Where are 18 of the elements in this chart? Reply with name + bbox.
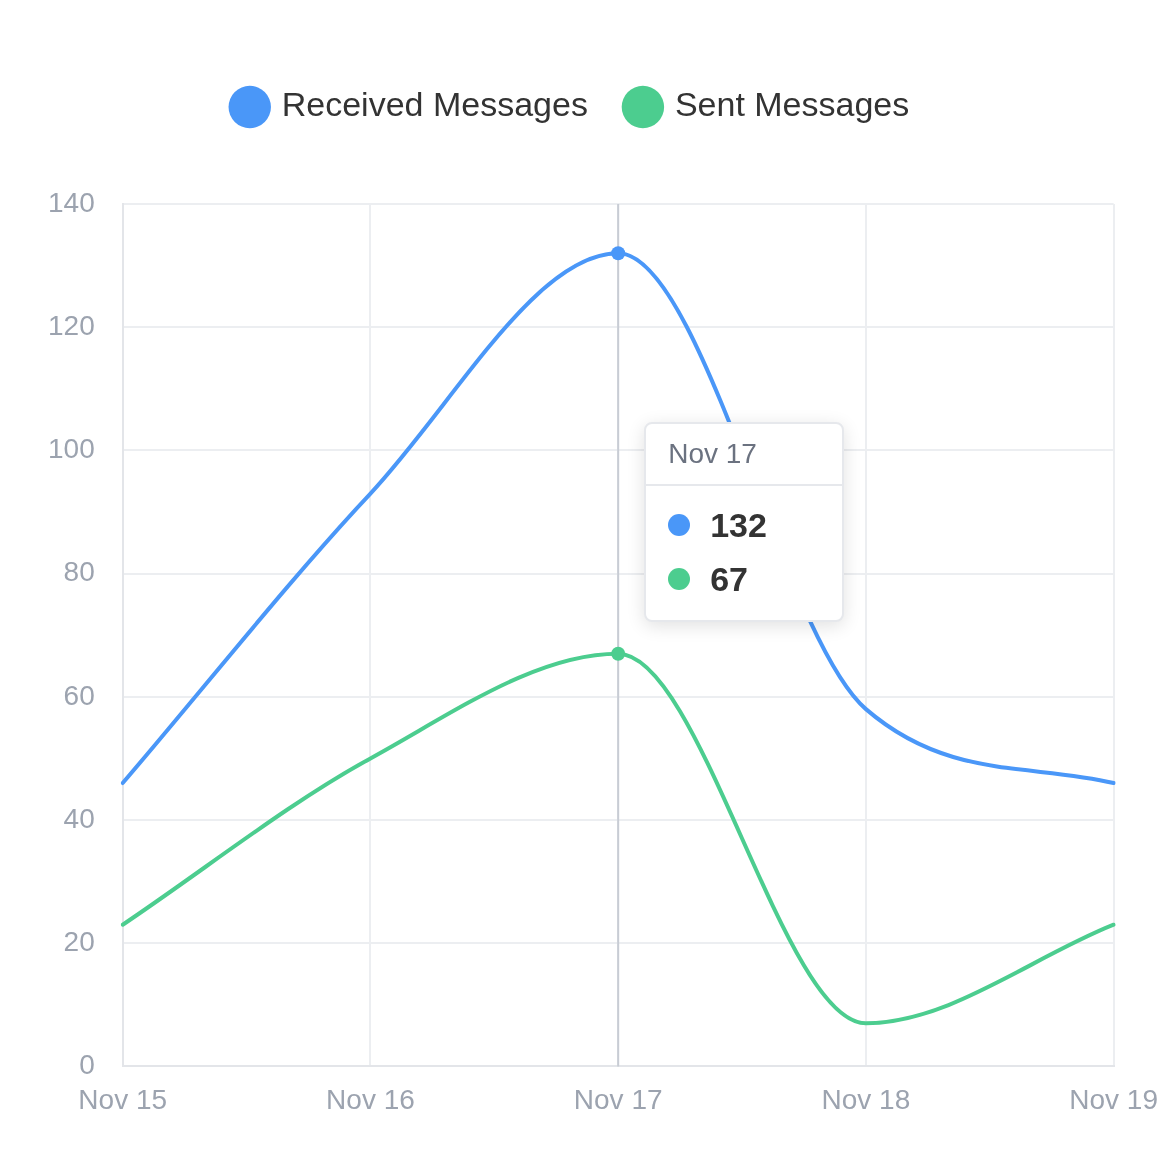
y-tick-label: 120 [48,309,95,341]
y-tick-label: 20 [63,925,95,957]
x-tick-label: Nov 18 [821,1083,911,1115]
x-tick-label: Nov 19 [1069,1083,1158,1115]
x-tick-label: Nov 17 [573,1083,663,1115]
y-tick-label: 40 [63,802,95,834]
x-tick-label: Nov 15 [78,1083,168,1115]
y-tick-label: 0 [79,1049,95,1081]
annotation: 67 [710,559,748,599]
tooltip-box: Nov 17 132 67 [644,422,845,622]
annotation: 132 [710,505,767,545]
legend-label: Received Messages [281,85,588,124]
y-tick-label: 80 [63,556,95,588]
y-tick-label: 60 [63,679,95,711]
y-tick-label: 140 [48,186,95,218]
x-tick-label: Nov 16 [326,1083,415,1115]
legend-label: Sent Messages [674,85,910,124]
y-tick-label: 100 [48,433,95,465]
